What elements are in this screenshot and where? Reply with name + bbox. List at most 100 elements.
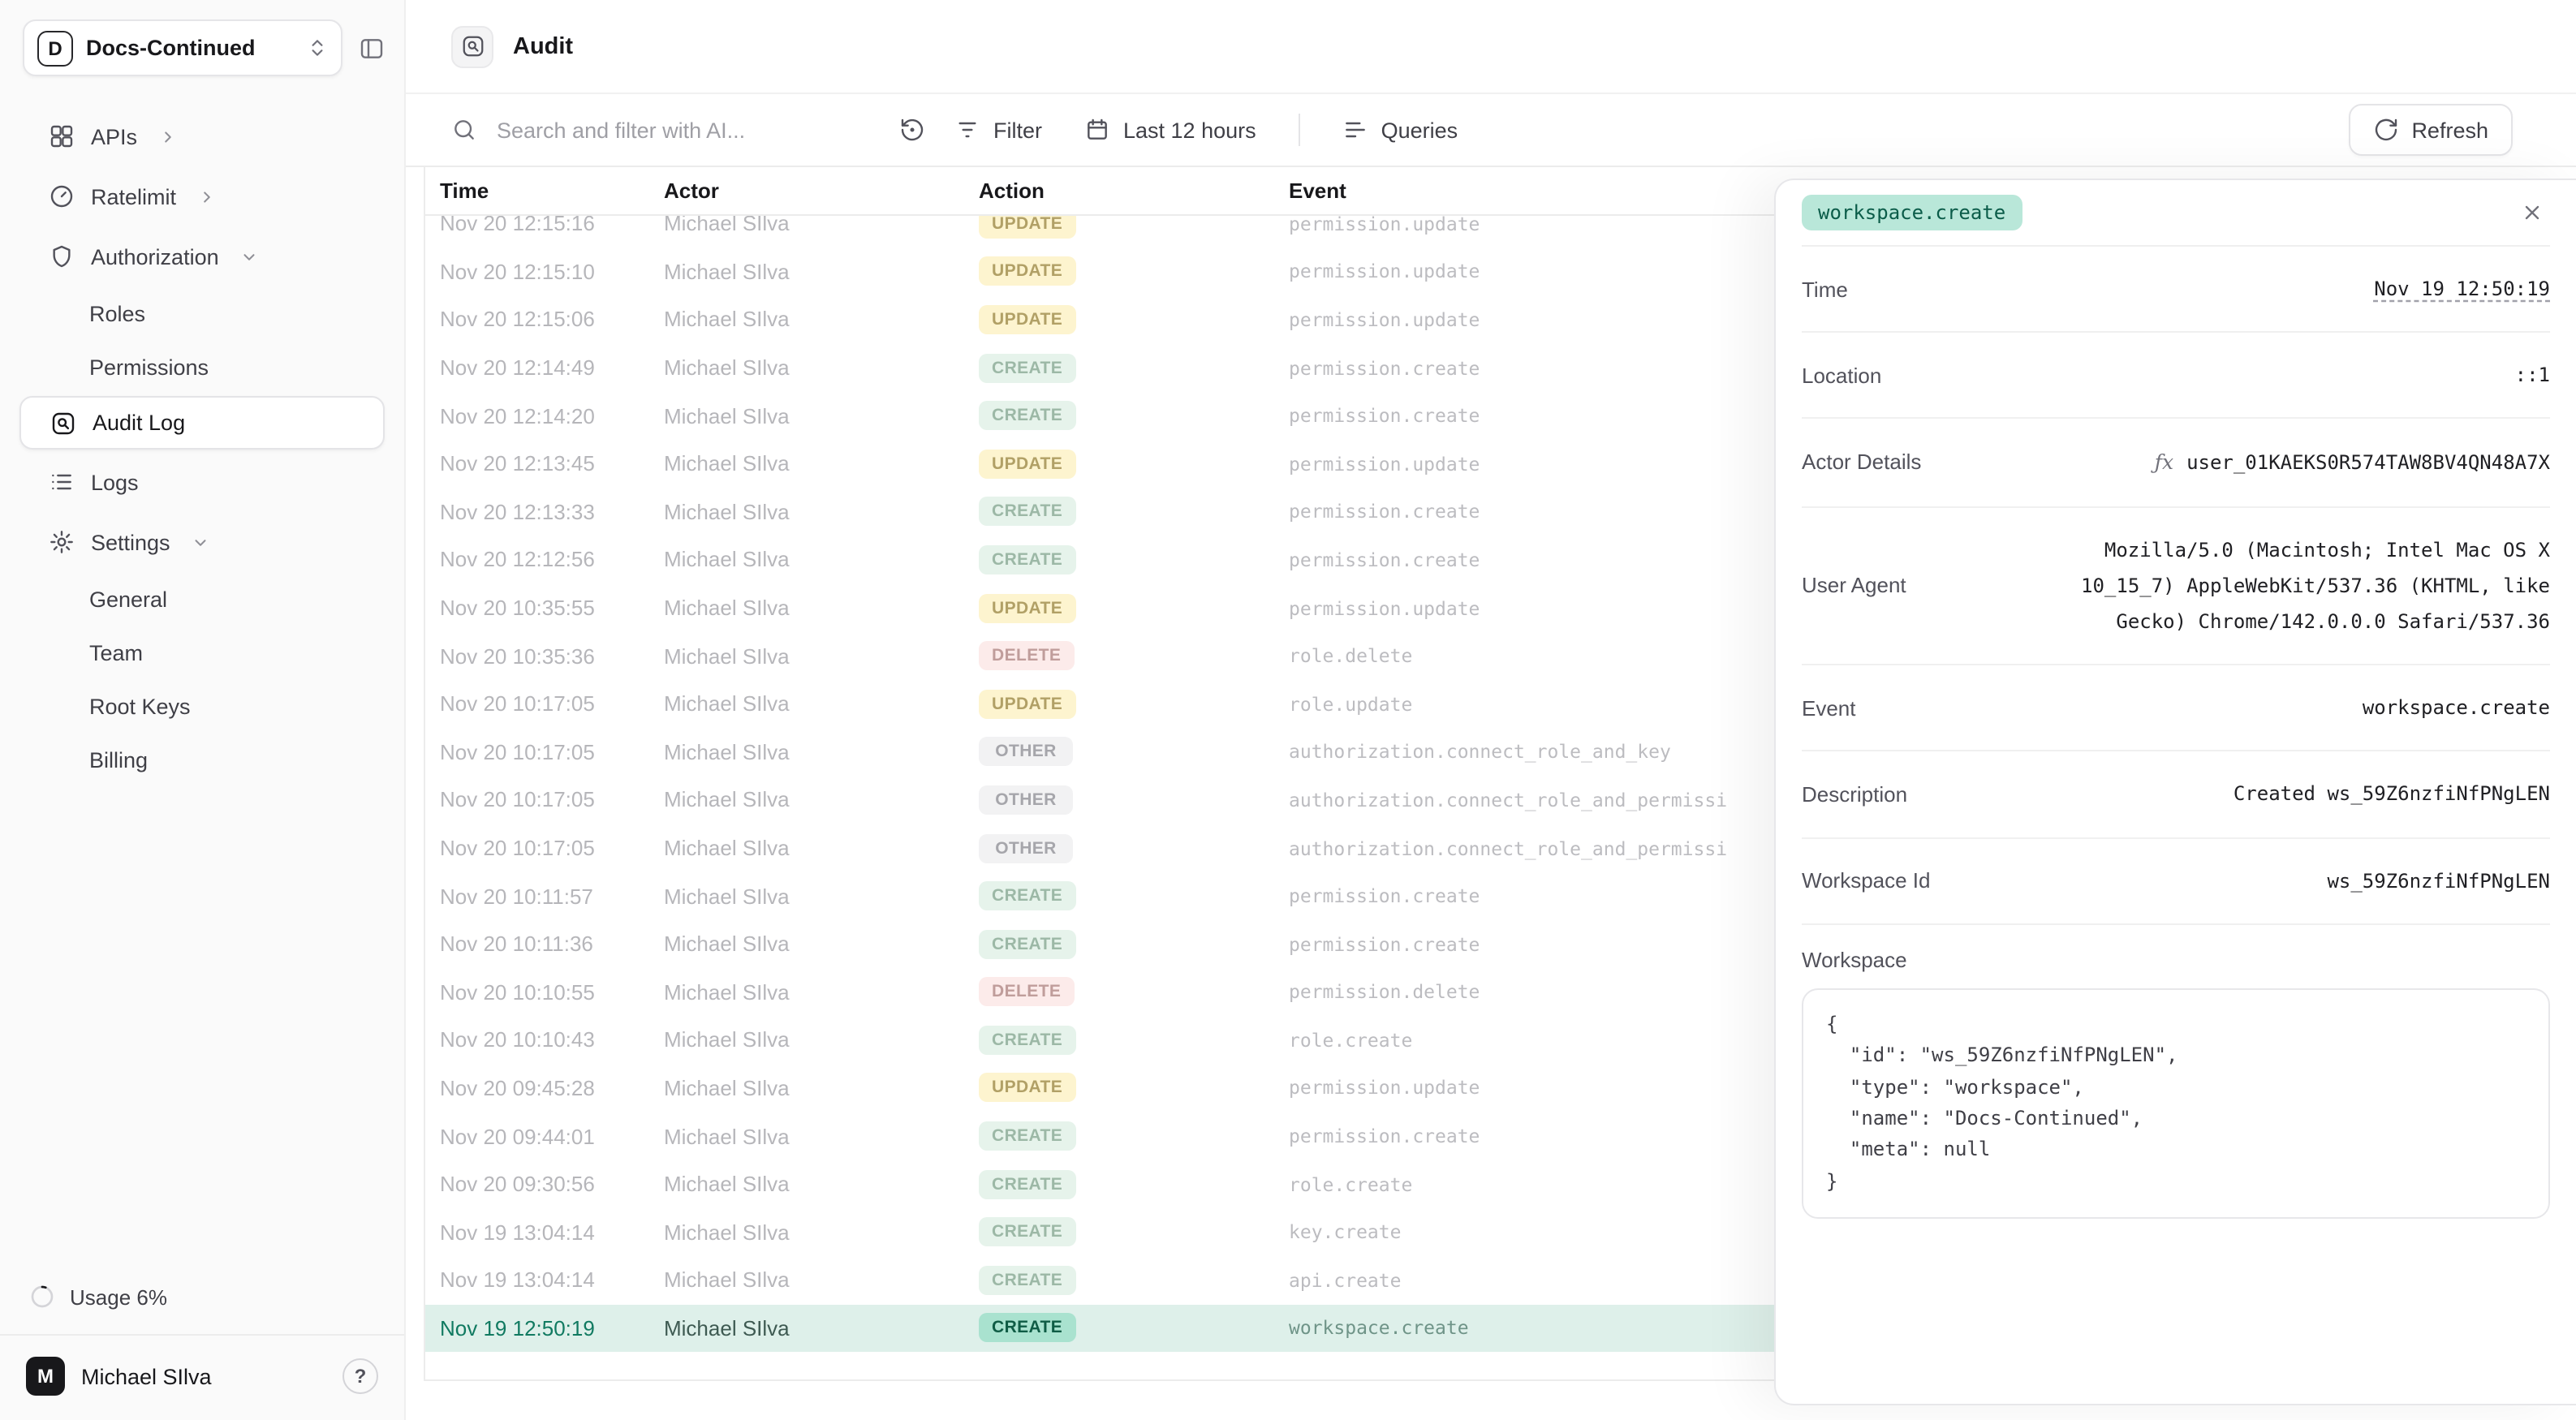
table-row[interactable]: Nov 20 10:11:36 Michael SIlva CREATE permis…	[425, 920, 2576, 968]
refresh-icon	[2372, 117, 2398, 143]
action-badge: OTHER	[979, 785, 1073, 815]
workspace-name: Docs-Continued	[86, 36, 256, 60]
filter-button[interactable]: Filter	[941, 107, 1055, 153]
action-badge: DELETE	[979, 641, 1075, 671]
table-row[interactable]: Nov 20 12:14:20 Michael SIlva CREATE permis…	[425, 392, 2576, 440]
table-row[interactable]: Nov 20 10:10:43 Michael SIlva CREATE role.c…	[425, 1016, 2576, 1064]
row-actor: Michael SIlva	[664, 787, 790, 812]
table-row[interactable]: Nov 20 12:15:06 Michael SIlva UPDATE permis…	[425, 295, 2576, 343]
row-action: CREATE	[979, 1313, 1289, 1343]
row-time: Nov 20 10:11:36	[440, 932, 593, 957]
panel-fields: Time Nov 19 12:50:19 Location::1 Actor Deta…	[1802, 247, 2550, 925]
sidebar-item-authorization[interactable]: Authorization	[19, 229, 385, 284]
table-row[interactable]: Nov 20 10:17:05 Michael SIlva OTHER authori…	[425, 728, 2576, 776]
action-badge: CREATE	[979, 1217, 1076, 1247]
field-value: ::1	[2514, 364, 2550, 387]
sidebar-item-logs[interactable]: Logs	[19, 454, 385, 510]
row-time: Nov 20 12:14:49	[440, 355, 595, 381]
table-row[interactable]: Nov 20 09:44:01 Michael SIlva CREATE permis…	[425, 1112, 2576, 1160]
table-row[interactable]: Nov 19 13:04:14 Michael SIlva CREATE api.cr…	[425, 1256, 2576, 1304]
ai-history-icon[interactable]	[899, 117, 925, 143]
table-row[interactable]: Nov 20 10:35:36 Michael SIlva DELETE role.d…	[425, 632, 2576, 680]
panel-field-actor-details: Actor Details ƒx user_01KAEKS0R574TAW8BV4Q…	[1802, 420, 2550, 508]
action-badge: UPDATE	[979, 216, 1076, 239]
sidebar-item-settings[interactable]: Settings	[19, 514, 385, 570]
table-row[interactable]: Nov 20 09:30:56 Michael SIlva CREATE role.c…	[425, 1160, 2576, 1208]
apis-icon	[49, 123, 75, 149]
search-box[interactable]	[451, 116, 883, 144]
main-content: Audit Filter Last 1	[406, 0, 2576, 1420]
table-row[interactable]: Nov 20 10:11:57 Michael SIlva CREATE permis…	[425, 872, 2576, 920]
table-row[interactable]: Nov 20 10:10:55 Michael SIlva DELETE permis…	[425, 968, 2576, 1016]
sidebar-item-team[interactable]: Team	[89, 640, 144, 665]
sidebar-item-label: APIs	[91, 124, 138, 148]
action-badge: CREATE	[979, 1025, 1076, 1055]
close-icon[interactable]	[2514, 195, 2550, 230]
table-row[interactable]: Nov 20 12:12:56 Michael SIlva CREATE permis…	[425, 536, 2576, 583]
action-badge: CREATE	[979, 929, 1076, 959]
row-time: Nov 20 09:45:28	[440, 1075, 595, 1100]
sidebar-item-root-keys[interactable]: Root Keys	[89, 694, 191, 718]
authorization-icon	[49, 243, 75, 269]
collapse-sidebar-icon[interactable]	[359, 35, 385, 61]
table-row[interactable]: Nov 20 12:15:10 Michael SIlva UPDATE permis…	[425, 247, 2576, 295]
user-menu[interactable]: M Michael SIlva ?	[0, 1334, 404, 1420]
table-row[interactable]: Nov 20 12:13:33 Michael SIlva CREATE permis…	[425, 488, 2576, 536]
row-actor: Michael SIlva	[664, 1172, 790, 1197]
search-input[interactable]	[493, 116, 883, 144]
filter-label: Filter	[993, 118, 1042, 142]
sidebar-item-permissions[interactable]: Permissions	[89, 355, 209, 379]
table-row[interactable]: Nov 20 10:17:05 Michael SIlva UPDATE role.u…	[425, 680, 2576, 728]
logs-icon	[49, 469, 75, 495]
row-time: Nov 20 10:10:55	[440, 979, 595, 1005]
workspace-selector[interactable]: D Docs-Continued	[23, 19, 342, 76]
row-time: Nov 20 10:17:05	[440, 739, 595, 764]
sidebar-item-ratelimit[interactable]: Ratelimit	[19, 169, 385, 224]
chevron-down-icon	[240, 247, 258, 265]
panel-field-location: Location::1	[1802, 333, 2550, 420]
sidebar-item-audit-log[interactable]: Audit Log	[19, 396, 385, 450]
row-event: permission.update	[1289, 452, 1480, 475]
row-action: OTHER	[979, 785, 1289, 815]
table-row[interactable]: Nov 19 13:04:14 Michael SIlva CREATE key.cr…	[425, 1208, 2576, 1256]
row-time: Nov 20 12:15:06	[440, 307, 595, 332]
row-action: CREATE	[979, 929, 1289, 959]
row-actor: Michael SIlva	[664, 932, 790, 957]
sidebar-item-apis[interactable]: APIs	[19, 109, 385, 164]
sidebar-item-billing[interactable]: Billing	[89, 747, 149, 772]
table-row[interactable]: Nov 20 10:17:05 Michael SIlva OTHER authori…	[425, 824, 2576, 871]
sidebar-item-label: Ratelimit	[91, 184, 177, 209]
row-event: permission.delete	[1289, 980, 1480, 1004]
filter-icon	[954, 117, 980, 143]
time-range-button[interactable]: Last 12 hours	[1071, 107, 1269, 153]
table-row[interactable]: Nov 20 10:17:05 Michael SIlva OTHER authori…	[425, 776, 2576, 824]
toolbar-divider	[1298, 114, 1300, 146]
action-badge: DELETE	[979, 977, 1075, 1007]
table-row[interactable]: Nov 20 12:14:49 Michael SIlva CREATE permis…	[425, 344, 2576, 392]
action-badge: CREATE	[979, 544, 1076, 574]
row-action: UPDATE	[979, 256, 1289, 286]
action-badge: CREATE	[979, 881, 1076, 911]
row-action: UPDATE	[979, 689, 1289, 719]
row-action: CREATE	[979, 544, 1289, 574]
refresh-button[interactable]: Refresh	[2348, 104, 2513, 156]
audit-table: Time Actor Action Event Nov 20 12:15:16 M…	[424, 167, 2576, 1381]
row-action: CREATE	[979, 1217, 1289, 1247]
column-header-event: Event	[1289, 179, 1346, 203]
table-row[interactable]: Nov 20 09:45:28 Michael SIlva UPDATE permis…	[425, 1064, 2576, 1112]
sidebar-item-roles[interactable]: Roles	[89, 301, 146, 325]
usage-indicator: Usage 6%	[0, 1267, 404, 1334]
row-actor: Michael SIlva	[664, 499, 790, 524]
workspace-section-label: Workspace	[1802, 947, 1907, 972]
sidebar-item-label: Audit Log	[93, 411, 186, 435]
help-icon[interactable]: ?	[342, 1358, 378, 1394]
page-title: Audit	[513, 33, 574, 59]
row-event: permission.update	[1289, 596, 1480, 620]
queries-button[interactable]: Queries	[1329, 107, 1471, 153]
row-action: UPDATE	[979, 216, 1289, 239]
table-row[interactable]: Nov 20 10:35:55 Michael SIlva UPDATE permis…	[425, 584, 2576, 632]
row-time: Nov 19 13:04:14	[440, 1220, 595, 1245]
table-row[interactable]: Nov 20 12:13:45 Michael SIlva UPDATE permis…	[425, 440, 2576, 488]
table-row[interactable]: Nov 20 12:15:16 Michael SIlva UPDATE permis…	[425, 216, 2576, 247]
sidebar-item-general[interactable]: General	[89, 587, 168, 611]
